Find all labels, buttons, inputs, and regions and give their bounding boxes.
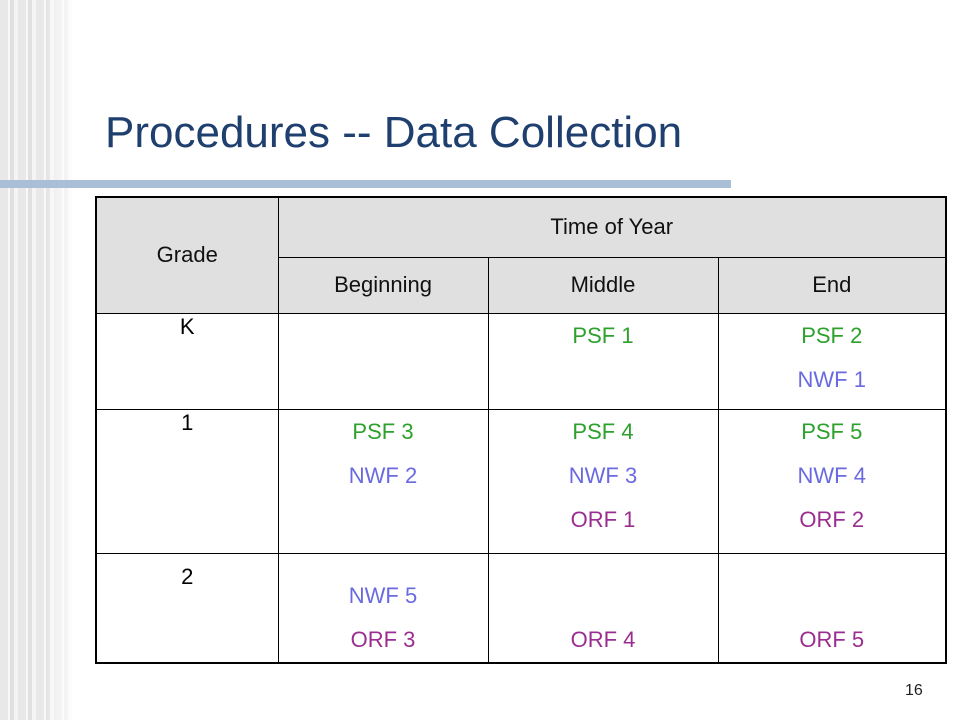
assessment-label-psf: PSF 4 (572, 418, 634, 444)
table-row: 2 NWF 5 ORF 3 ORF 4 ORF 5 (95, 552, 947, 664)
data-collection-table: Grade Time of Year Beginning Middle End … (95, 196, 948, 664)
slide-number: 16 (905, 682, 923, 699)
cell-middle: ORF 4 (487, 552, 719, 664)
cell-beginning (277, 312, 489, 410)
assessment-label-nwf: NWF 3 (568, 462, 638, 488)
grade-cell: 2 (95, 552, 279, 664)
assessment-label-orf: ORF 2 (799, 506, 865, 532)
time-of-year-header: Time of Year (277, 196, 947, 258)
column-header-end: End (717, 256, 947, 314)
decorative-stripes-fade (40, 0, 80, 720)
cell-middle: PSF 4 NWF 3 ORF 1 (487, 408, 719, 554)
cell-end: PSF 2 NWF 1 (717, 312, 947, 410)
assessment-label-psf: PSF 3 (352, 418, 414, 444)
table-row: K PSF 1 PSF 2 NWF 1 (95, 312, 947, 410)
assessment-label-psf: PSF 1 (572, 322, 634, 348)
assessment-label-nwf: NWF 4 (797, 462, 866, 488)
cell-end: PSF 5 NWF 4 ORF 2 (717, 408, 947, 554)
assessment-label-orf: ORF 1 (570, 506, 636, 532)
cell-middle: PSF 1 (487, 312, 719, 410)
table-row: 1 PSF 3 NWF 2 PSF 4 NWF 3 ORF 1 PSF 5 NWF 4 O… (95, 408, 947, 554)
assessment-label-nwf: NWF 1 (797, 366, 866, 392)
cell-beginning: PSF 3 NWF 2 (277, 408, 489, 554)
cell-beginning: NWF 5 ORF 3 (277, 552, 489, 664)
assessment-label-nwf: NWF 2 (348, 462, 418, 488)
assessment-label-psf: PSF 2 (801, 322, 863, 348)
slide-title: Procedures -- Data Collection (105, 108, 683, 157)
assessment-label-orf: ORF 5 (799, 627, 865, 652)
grade-header: Grade (95, 196, 279, 314)
assessment-label-orf: ORF 3 (350, 627, 416, 652)
column-header-beginning: Beginning (277, 256, 489, 314)
assessment-label-orf: ORF 4 (570, 627, 636, 652)
grade-cell: K (95, 312, 279, 410)
assessment-label-psf: PSF 5 (801, 418, 863, 444)
assessment-label-nwf: NWF 5 (348, 583, 418, 608)
cell-end: ORF 5 (717, 552, 947, 664)
column-header-middle: Middle (487, 256, 719, 314)
grade-cell: 1 (95, 408, 279, 554)
title-underline-bar (0, 180, 731, 188)
